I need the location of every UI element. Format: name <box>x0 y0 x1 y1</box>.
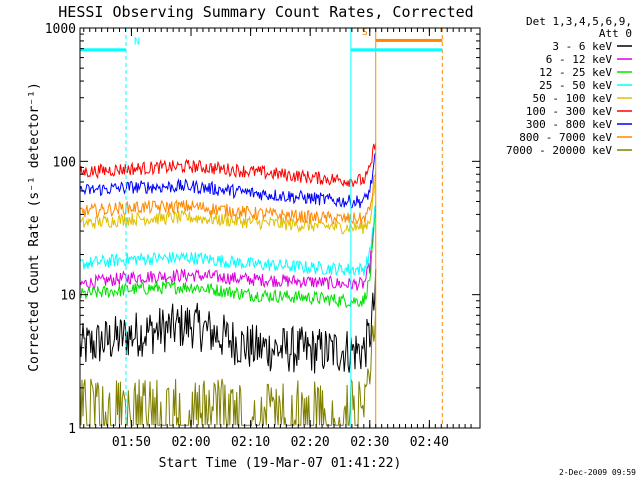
x-tick-label: 02:00 <box>171 435 210 450</box>
legend-entry: 6 - 12 keV <box>546 53 613 66</box>
flag-label-N: N <box>134 36 140 47</box>
y-tick-label: 1 <box>68 422 76 437</box>
y-tick-label: 100 <box>53 155 76 170</box>
series-line-2 <box>79 213 377 309</box>
y-axis-label: Corrected Count Rate (s⁻¹ detector⁻¹) <box>27 82 42 372</box>
series-line-3 <box>79 205 376 276</box>
y-tick-label: 10 <box>60 289 76 304</box>
chart-title: HESSI Observing Summary Count Rates, Cor… <box>58 3 473 21</box>
flag-label-S: S <box>362 27 368 38</box>
series-line-6 <box>79 152 377 209</box>
x-tick-label: 02:40 <box>410 435 449 450</box>
series-line-5 <box>79 143 377 188</box>
flag-bar-1 <box>350 48 443 52</box>
legend-entry: 100 - 300 keV <box>526 105 612 118</box>
x-tick-label: 02:30 <box>350 435 389 450</box>
legend-entry: 800 - 7000 keV <box>519 131 612 144</box>
series-line-1 <box>79 205 377 291</box>
legend-entry: 300 - 800 keV <box>526 118 612 131</box>
x-axis-label: Start Time (19-Mar-07 01:41:22) <box>159 456 402 471</box>
footer-date: 2-Dec-2009 09:59 <box>559 468 636 477</box>
series-line-8 <box>79 307 377 426</box>
x-tick-label: 02:10 <box>231 435 270 450</box>
flag-bar-0 <box>80 48 126 52</box>
x-tick-label: 02:20 <box>291 435 330 450</box>
marker-layer <box>125 28 443 428</box>
plot-frame <box>79 27 481 429</box>
series-line-0 <box>79 269 377 374</box>
series-layer <box>79 143 377 426</box>
legend-entry: 25 - 50 keV <box>539 79 612 92</box>
legend-entry: 7000 - 20000 keV <box>506 144 612 157</box>
x-tick-label: 01:50 <box>112 435 151 450</box>
legend-entry: 3 - 6 keV <box>552 40 612 53</box>
axis-layer: 1 10 100 1000 01:50 02:00 02:10 02:20 02:30 02:40 <box>45 22 481 450</box>
flag-bar-2 <box>375 38 443 42</box>
legend-entry: 50 - 100 keV <box>533 92 613 105</box>
legend-entry: 12 - 25 keV <box>539 66 612 79</box>
legend-header-line-1: Det 1,3,4,5,6,9, <box>526 15 632 28</box>
flag-layer: NS <box>80 27 443 52</box>
y-tick-label: 1000 <box>45 22 76 37</box>
series-line-7 <box>79 173 377 226</box>
legend-header-line-2: Att 0 <box>599 27 632 40</box>
